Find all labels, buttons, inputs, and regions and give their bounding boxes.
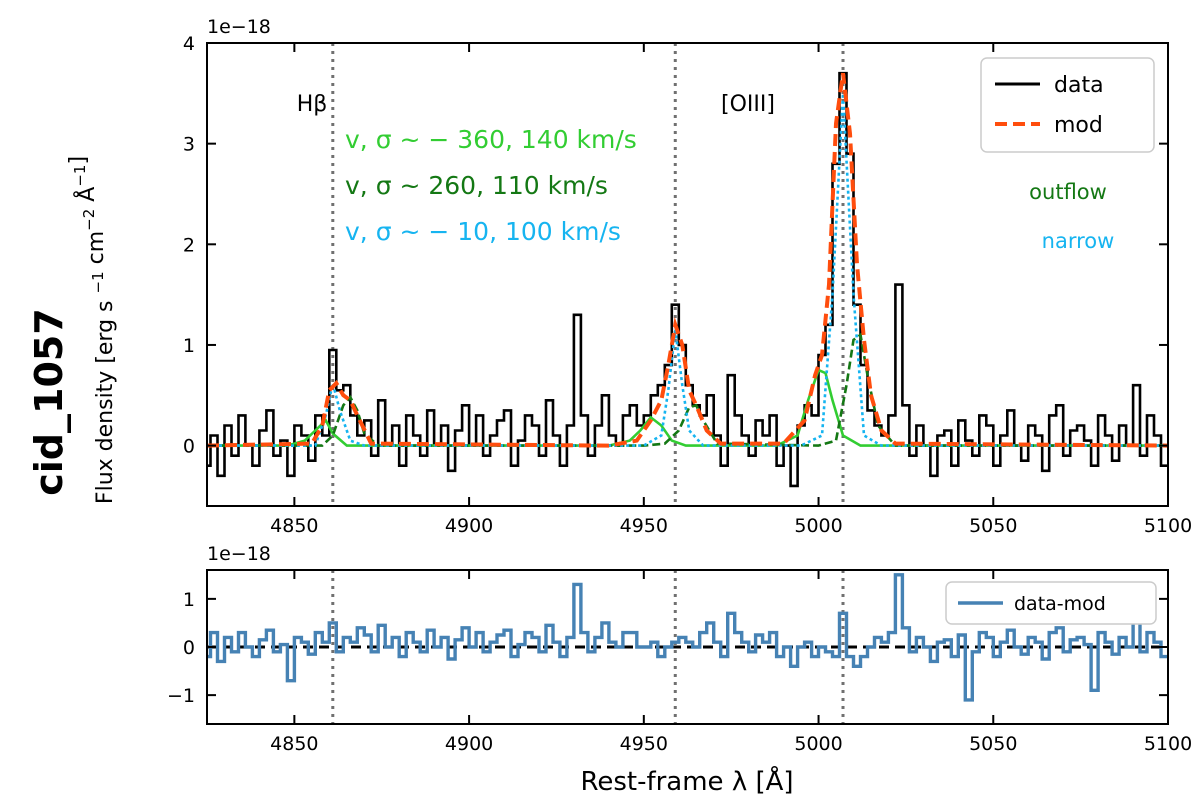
axes-frame	[206, 42, 1169, 507]
x-tick-label: 5100	[1144, 733, 1192, 755]
x-tick-label: 4950	[620, 515, 668, 537]
legend-data-label: data	[1054, 73, 1104, 98]
x-tick-label: 5050	[969, 515, 1017, 537]
figure-labels: cid_1057 Flux density [erg s −1 cm−2 Å−1…	[27, 156, 794, 797]
plot-area	[207, 570, 1168, 724]
velocity-annotation: v, σ ~ − 360, 140 km/s	[345, 125, 637, 154]
series-outflow	[207, 332, 1168, 447]
bottom-panel: 4850 4900 4950 5000 5050 5100 −1 0 1 1e−18 data-mo…	[167, 543, 1192, 755]
series-narrow	[207, 93, 1168, 447]
object-label: cid_1057	[27, 308, 71, 496]
x-tick-label: 4900	[445, 515, 493, 537]
outflow-label: outflow	[1029, 180, 1107, 204]
y-tick-label: 3	[183, 134, 195, 156]
x-tick-label: 4850	[270, 515, 318, 537]
series-mod	[207, 72, 1168, 448]
emission-line-label: [OIII]	[721, 92, 775, 117]
plot-area	[207, 43, 1168, 506]
x-tick-label: 4950	[620, 733, 668, 755]
x-axis-label: Rest-frame λ [Å]	[580, 765, 793, 797]
y-tick-label: 0	[183, 436, 195, 458]
y-axis-label: Flux density [erg s −1 cm−2 Å−1]	[66, 156, 118, 504]
x-tick-label: 4900	[445, 733, 493, 755]
y-tick-label: 1	[183, 335, 195, 357]
velocity-annotation: v, σ ~ − 10, 100 km/s	[345, 217, 621, 246]
legend-box	[945, 581, 1157, 625]
x-tick-label: 5000	[794, 515, 842, 537]
y-tick-label: 0	[183, 637, 195, 659]
legend-mod-label: mod	[1054, 113, 1103, 138]
x-tick-label: 5000	[794, 733, 842, 755]
y-tick-label: 4	[183, 33, 195, 55]
y-scale-label: 1e−18	[207, 543, 271, 565]
legend: data mod	[980, 57, 1155, 153]
y-scale-label: 1e−18	[207, 16, 271, 38]
x-tick-label: 5050	[969, 733, 1017, 755]
x-tick-label: 4850	[270, 733, 318, 755]
y-tick-label: 2	[183, 234, 195, 256]
legend: data-mod	[945, 581, 1157, 625]
y-tick-label: −1	[167, 685, 195, 707]
x-tick-label: 5100	[1144, 515, 1192, 537]
y-tick-label: 1	[183, 589, 195, 611]
velocity-annotation: v, σ ~ 260, 110 km/s	[345, 171, 608, 200]
top-panel: 4850 4900 4950 5000 5050 5100 0 1 2 3 4 1e−18 Hβ [OII…	[183, 16, 1192, 537]
series-data-mod	[207, 573, 1168, 702]
emission-line-label: Hβ	[297, 92, 328, 117]
legend-residual-label: data-mod	[1014, 593, 1106, 615]
narrow-label: narrow	[1042, 229, 1115, 253]
legend-box	[980, 57, 1155, 153]
